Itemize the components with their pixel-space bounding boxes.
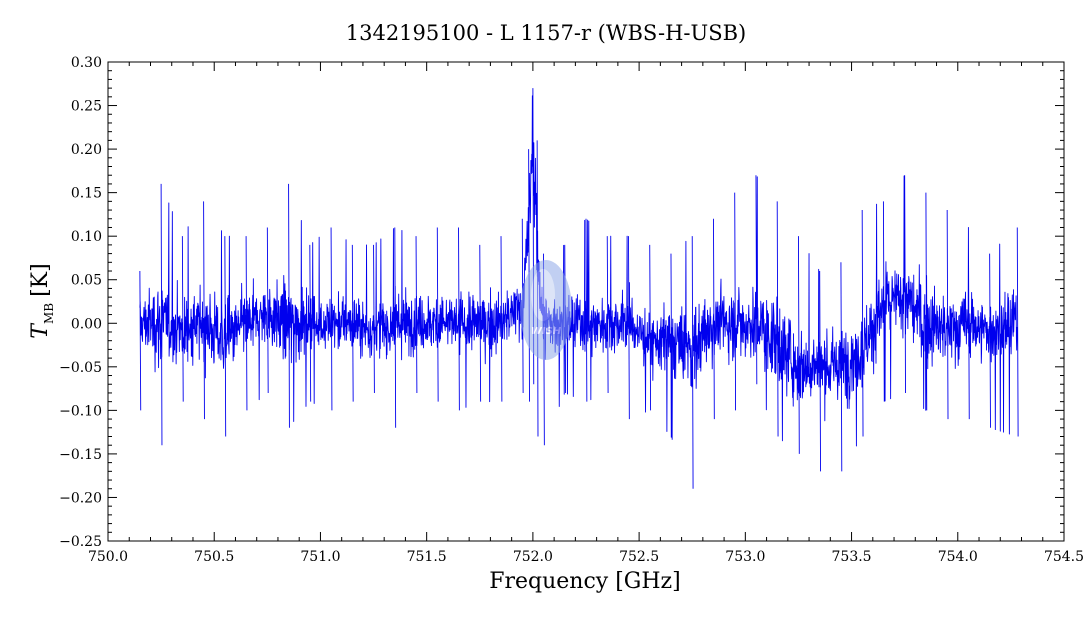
x-tick-label: 753.0 [725, 549, 765, 565]
watermark-drop [520, 260, 572, 360]
y-axis-title-text: TMB [K] [28, 263, 56, 338]
axis-ticks: 750.0 750.5 751.0 751.5 752.0 752.5 753.0 753.5… [59, 55, 1084, 565]
y-tick-label: 0.05 [71, 273, 102, 289]
y-tick-label: −0.10 [59, 403, 102, 419]
wish-watermark: WISH [520, 260, 572, 360]
x-tick-label: 754.0 [938, 549, 978, 565]
y-axis-title-symbol: T [28, 322, 53, 339]
y-tick-label: 0.20 [71, 142, 102, 158]
y-tick-label: 0.15 [71, 186, 102, 202]
y-axis-title: TMB [K] [28, 263, 56, 338]
watermark-label: WISH [531, 326, 562, 337]
watermark-highlight [531, 269, 555, 321]
y-tick-label: 0.30 [71, 55, 102, 71]
x-axis-title: Frequency [GHz] [489, 569, 681, 594]
chart-title: 1342195100 - L 1157-r (WBS-H-USB) [346, 21, 747, 45]
y-tick-label: 0.10 [71, 229, 102, 245]
y-tick-label: −0.05 [59, 360, 102, 376]
y-tick-label: 0.00 [71, 316, 102, 332]
y-axis-title-subscript: MB [42, 303, 56, 324]
x-tick-label: 753.5 [832, 549, 872, 565]
y-tick-label: −0.15 [59, 447, 102, 463]
y-tick-label: 0.25 [71, 99, 102, 115]
x-tick-label: 750.0 [88, 549, 128, 565]
y-axis-title-unit: [K] [28, 263, 53, 297]
y-tick-label: −0.25 [59, 534, 102, 550]
x-tick-label: 750.5 [194, 549, 234, 565]
plot-frame [107, 61, 1065, 542]
y-tick-label: −0.20 [59, 490, 102, 506]
x-tick-label: 752.5 [619, 549, 659, 565]
x-tick-label: 751.5 [407, 549, 447, 565]
x-tick-label: 751.0 [300, 549, 340, 565]
x-tick-label: 754.5 [1044, 549, 1084, 565]
x-tick-label: 752.0 [513, 549, 553, 565]
